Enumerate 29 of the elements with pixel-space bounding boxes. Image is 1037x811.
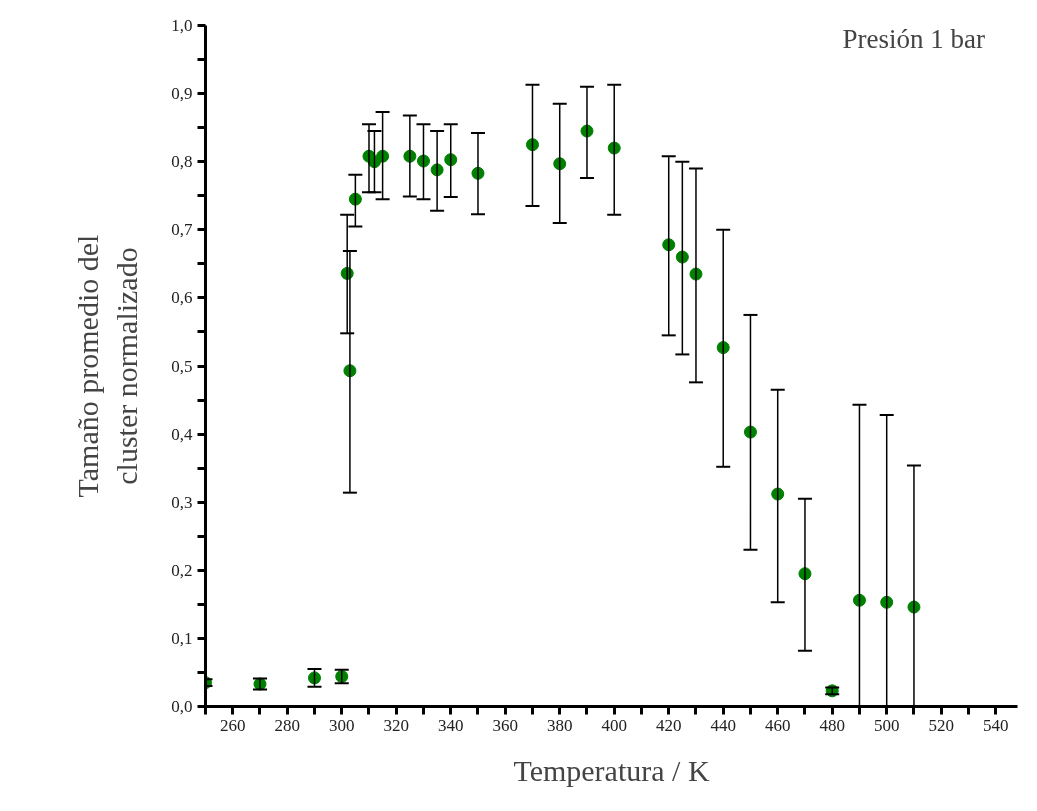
x-axis-title: Temperatura / K	[513, 753, 710, 787]
x-tick-label: 520	[928, 715, 954, 735]
x-tick-label: 420	[655, 715, 682, 735]
y-tick-label: 0,0	[171, 697, 193, 716]
x-tick-label: 380	[546, 715, 573, 735]
x-tick-label: 260	[220, 715, 246, 735]
x-tick-label: 320	[383, 715, 409, 735]
y-tick-label: 0,2	[171, 560, 193, 580]
y-tick-label: 0,9	[171, 84, 193, 104]
y-tick-label: 0,5	[171, 356, 193, 376]
x-tick-label: 300	[328, 715, 355, 735]
y-tick-label: 0,4	[171, 424, 193, 444]
annotation: Presión 1 bar	[842, 24, 986, 55]
x-tick-label: 360	[492, 715, 518, 735]
y-tick-label: 1,0	[171, 16, 193, 35]
x-tick-label: 480	[819, 715, 845, 735]
x-tick-label: 540	[982, 715, 1009, 735]
y-tick-label: 0,6	[171, 288, 193, 308]
y-tick-label: 0,7	[171, 220, 193, 240]
x-tick-label: 400	[601, 715, 627, 735]
x-tick-label: 280	[274, 715, 300, 735]
x-tick-label: 460	[764, 715, 791, 735]
y-tick-label: 0,3	[171, 492, 193, 512]
y-tick-label: 0,8	[171, 152, 193, 172]
x-tick-label: 340	[437, 715, 464, 735]
x-tick-label: 500	[873, 715, 900, 735]
y-tick-label: 0,1	[171, 628, 193, 648]
y-axis-title: Tamaño promedio del cluster normalizado	[70, 234, 144, 498]
x-tick-label: 440	[710, 715, 736, 735]
